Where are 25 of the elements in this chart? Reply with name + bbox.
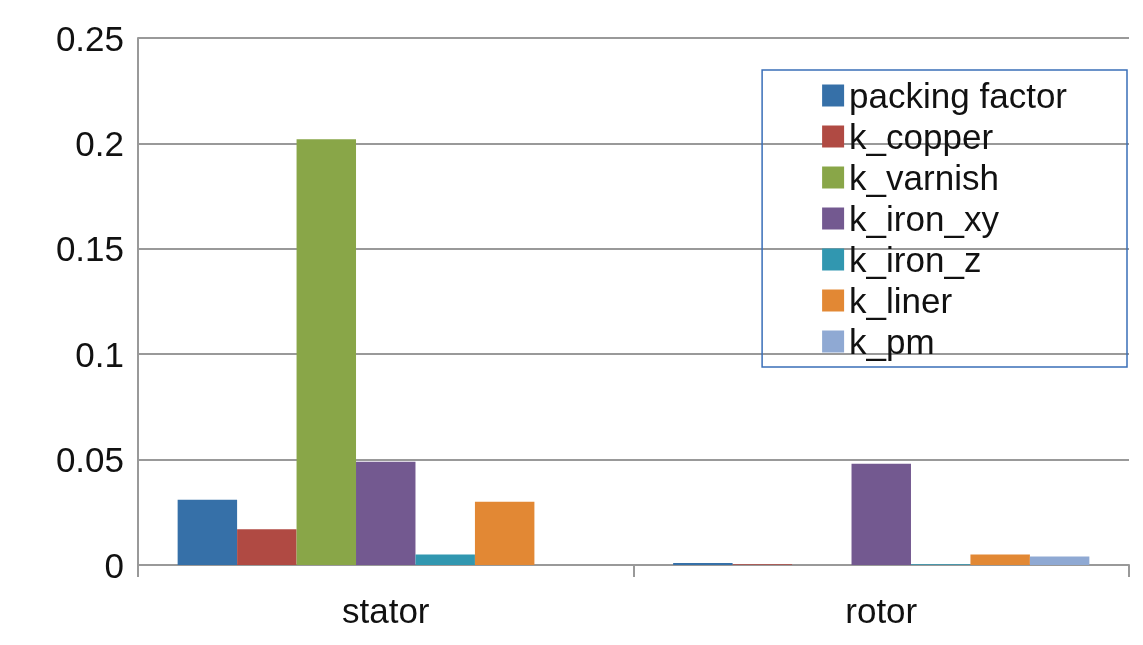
legend-label: k_pm	[849, 322, 935, 361]
y-tick-label: 0.05	[55, 440, 124, 480]
bar	[474, 501, 535, 565]
y-tick-label: 0	[104, 545, 124, 585]
legend-label: k_iron_xy	[849, 199, 1000, 238]
y-tick-label: 0.1	[75, 334, 124, 374]
bar	[851, 463, 911, 565]
bar	[356, 461, 416, 565]
legend-label: k_copper	[849, 117, 994, 156]
bar	[177, 499, 238, 565]
legend-label: packing factor	[849, 76, 1068, 115]
y-tick-label: 0.15	[55, 229, 124, 269]
y-tick-label: 0.25	[55, 18, 124, 58]
x-tick-label: stator	[341, 591, 430, 630]
bar	[237, 529, 297, 565]
y-tick-label: 0.2	[75, 123, 124, 163]
legend-label: k_iron_z	[849, 240, 982, 279]
x-tick-label: rotor	[845, 591, 918, 630]
bar	[673, 562, 733, 565]
legend-label: k_varnish	[849, 158, 999, 197]
bar	[415, 554, 475, 565]
bar	[1029, 556, 1090, 565]
bar	[296, 139, 357, 565]
bar	[970, 554, 1030, 565]
legend-label: k_liner	[849, 281, 953, 320]
